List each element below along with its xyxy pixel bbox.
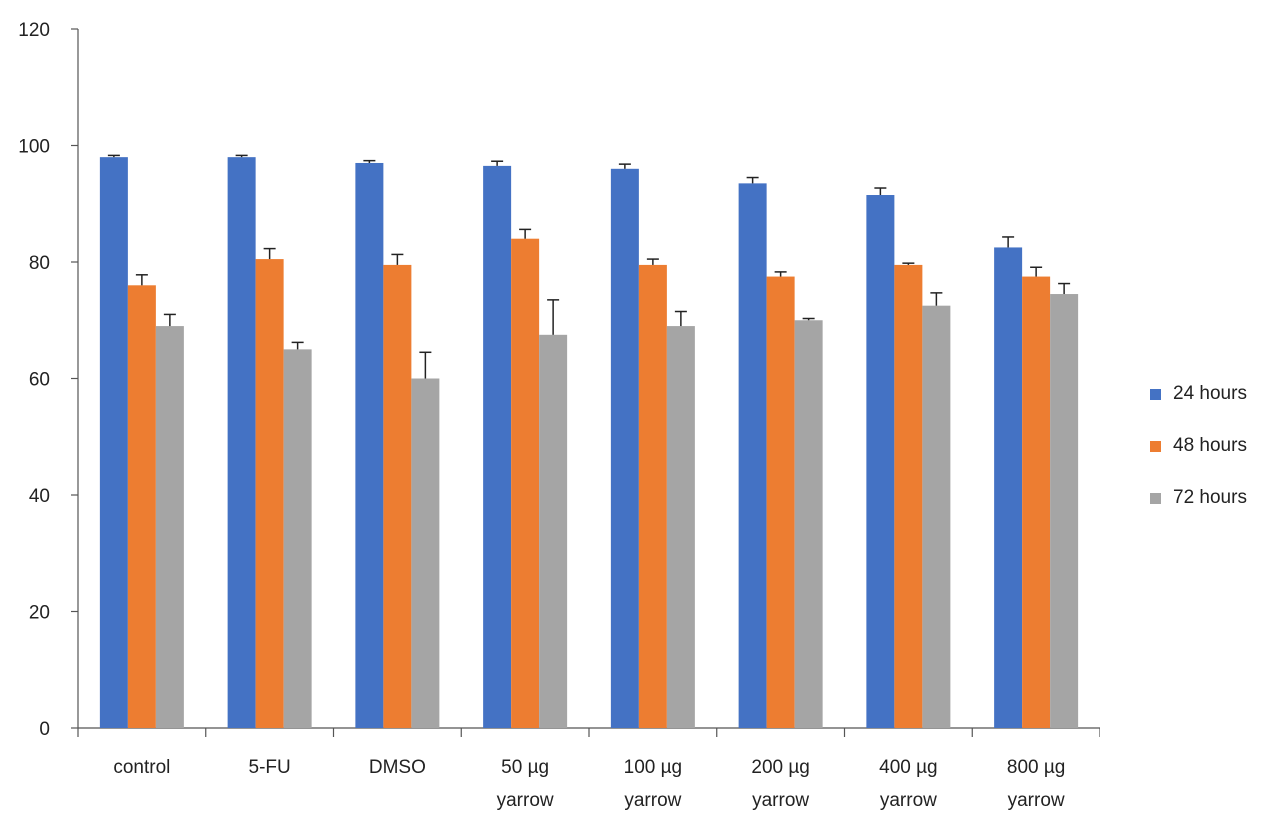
bars: [99, 157, 1079, 729]
bar: [483, 165, 512, 728]
y-tick-label: 80: [29, 253, 50, 274]
bar: [1022, 276, 1051, 728]
category-label: DMSO: [369, 757, 426, 778]
bar: [666, 326, 695, 728]
y-tick-label: 120: [18, 20, 50, 41]
legend-item: 72 hours: [1150, 472, 1280, 524]
bar: [539, 334, 568, 728]
bar: [794, 320, 823, 728]
bar: [127, 285, 156, 728]
category-label: yarrow: [497, 790, 554, 811]
category-label: 5-FU: [249, 757, 291, 778]
category-label: yarrow: [880, 790, 937, 811]
bar: [155, 326, 184, 728]
y-axis: 0 20 40 60 80 100 120: [18, 20, 79, 740]
y-tick-label: 60: [29, 370, 50, 391]
bar: [738, 183, 767, 729]
bar: [1050, 294, 1079, 728]
legend-swatch: [1150, 388, 1161, 400]
bar: [283, 349, 312, 728]
error-bars: [107, 154, 1071, 379]
bar: [866, 195, 895, 728]
bar: [994, 247, 1023, 728]
legend-item: 48 hours: [1150, 420, 1280, 472]
legend-swatch: [1150, 492, 1161, 504]
legend: 24 hours 48 hours 72 hours: [1150, 368, 1280, 524]
bar: [610, 168, 639, 729]
category-label: 400 µg: [879, 757, 938, 778]
y-tick-label: 100: [18, 137, 50, 158]
category-label: 50 µg: [501, 757, 549, 778]
bar: [894, 264, 923, 728]
y-tick-label: 0: [39, 719, 50, 740]
category-label: 100 µg: [624, 757, 683, 778]
category-label: 800 µg: [1007, 757, 1066, 778]
bar-chart: 0 20 40 60 80 100 120 control 5-FU DMSO 50 µg yarr…: [18, 20, 1100, 811]
bar: [766, 276, 795, 728]
bar: [255, 259, 284, 728]
legend-label: 48 hours: [1173, 435, 1247, 456]
bar: [227, 157, 256, 728]
legend-swatch: [1150, 440, 1161, 452]
bar: [922, 305, 951, 728]
category-label: yarrow: [752, 790, 809, 811]
bar: [99, 157, 128, 728]
y-tick-label: 20: [29, 603, 50, 624]
x-axis: control 5-FU DMSO 50 µg yarrow 100 µg yarrow 20…: [77, 727, 1100, 811]
bar: [383, 264, 412, 728]
bar: [511, 238, 540, 728]
y-tick-label: 40: [29, 486, 50, 507]
legend-label: 24 hours: [1173, 383, 1247, 404]
category-label: yarrow: [624, 790, 681, 811]
legend-item: 24 hours: [1150, 368, 1280, 420]
legend-label: 72 hours: [1173, 487, 1247, 508]
category-label: yarrow: [1008, 790, 1065, 811]
bar: [411, 378, 440, 728]
category-label: 200 µg: [751, 757, 810, 778]
category-label: control: [113, 757, 170, 778]
bar: [355, 162, 384, 729]
bar: [638, 264, 667, 728]
